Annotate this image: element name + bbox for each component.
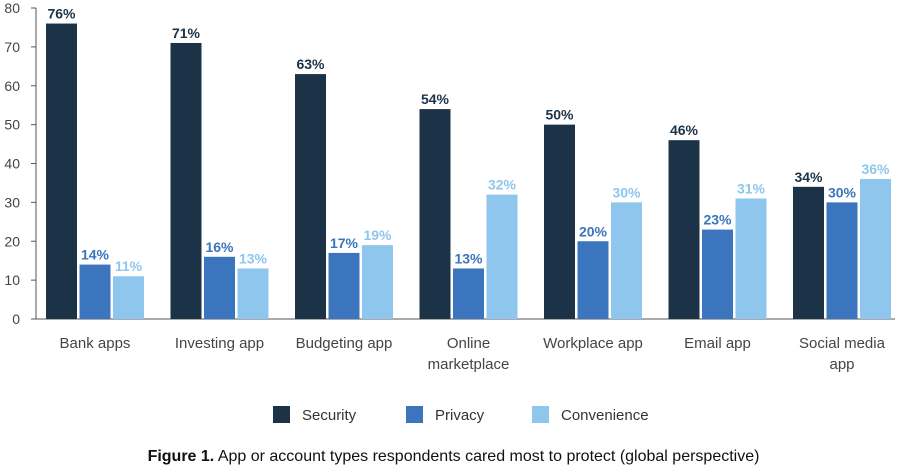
y-tick-label: 10: [4, 272, 20, 288]
bar-security: [170, 42, 202, 320]
y-tick-label: 40: [4, 156, 20, 172]
bar-convenience: [735, 198, 767, 319]
legend-label-security: Security: [302, 407, 357, 424]
legend: Security Privacy Convenience: [273, 406, 649, 424]
data-labels: 76% 71% 63% 54% 50% 46% 34% 14% 16% 17% 13% 20% 23% 3…: [47, 6, 890, 275]
x-tick-label: Investing app: [175, 335, 264, 352]
bars: [46, 23, 891, 320]
data-label-privacy: 20%: [579, 223, 608, 239]
data-label-privacy: 16%: [205, 239, 234, 255]
data-label-privacy: 30%: [828, 184, 857, 200]
data-label-privacy: 17%: [330, 235, 359, 251]
y-tick-label: 20: [4, 233, 20, 249]
legend-label-convenience: Convenience: [561, 407, 649, 424]
bar-privacy: [328, 252, 360, 319]
bar-chart: 0 10 20 30 40 50 60 70 80 76% 71% 63% 54% 50% 46% 34% 1…: [4, 0, 895, 424]
bar-privacy: [577, 241, 609, 319]
legend-label-privacy: Privacy: [435, 407, 485, 424]
legend-swatch-security: [273, 406, 290, 423]
x-tick-label: Bank apps: [60, 335, 131, 352]
y-tick-label: 60: [4, 78, 20, 94]
bar-convenience: [362, 245, 393, 319]
bar-privacy: [453, 268, 484, 319]
x-axis-labels: Bank apps Investing app Budgeting app Onlin…: [60, 335, 886, 373]
data-label-convenience: 31%: [737, 180, 766, 196]
bar-convenience: [611, 202, 642, 319]
data-label-convenience: 36%: [861, 161, 890, 177]
legend-swatch-privacy: [406, 406, 423, 423]
bar-convenience: [237, 268, 269, 319]
x-tick-label: app: [829, 356, 854, 373]
bar-security: [668, 140, 700, 319]
data-label-security: 71%: [172, 25, 201, 41]
x-tick-label: marketplace: [428, 356, 510, 373]
y-tick-label: 0: [12, 311, 20, 327]
bar-privacy: [79, 264, 111, 319]
data-label-convenience: 19%: [363, 227, 392, 243]
bar-security: [295, 74, 326, 320]
x-tick-label: Workplace app: [543, 335, 643, 352]
caption-text: App or account types respondents cared m…: [217, 448, 760, 465]
data-label-privacy: 14%: [81, 247, 110, 263]
data-label-security: 50%: [545, 107, 574, 123]
bar-convenience: [486, 194, 518, 319]
data-label-convenience: 32%: [488, 177, 517, 193]
bar-security: [46, 23, 77, 320]
bar-privacy: [204, 256, 235, 319]
x-tick-label: Budgeting app: [296, 335, 393, 352]
y-tick-label: 50: [4, 117, 20, 133]
figure-caption: Figure 1. App or account types responden…: [0, 448, 907, 466]
data-label-convenience: 13%: [239, 250, 268, 266]
y-tick-label: 30: [4, 194, 20, 210]
data-label-security: 63%: [296, 56, 325, 72]
bar-security: [419, 109, 451, 319]
bar-privacy: [702, 229, 733, 319]
data-label-convenience: 11%: [115, 258, 143, 274]
data-label-security: 54%: [421, 91, 450, 107]
bar-convenience: [113, 276, 144, 319]
x-tick-label: Email app: [684, 335, 751, 352]
data-label-convenience: 30%: [612, 184, 641, 200]
bar-convenience: [860, 179, 891, 319]
bar-security: [544, 124, 575, 319]
data-label-privacy: 13%: [454, 250, 483, 266]
data-label-privacy: 23%: [703, 212, 732, 228]
data-label-security: 34%: [794, 169, 823, 185]
data-label-security: 76%: [47, 6, 76, 22]
x-tick-label: Social media: [799, 335, 886, 352]
data-label-security: 46%: [670, 122, 699, 138]
bar-security: [793, 186, 824, 319]
legend-swatch-convenience: [532, 406, 549, 423]
y-tick-label: 80: [4, 0, 20, 16]
x-tick-label: Online: [447, 335, 490, 352]
figure-label: Figure 1.: [147, 448, 215, 465]
bar-privacy: [826, 202, 858, 319]
y-tick-label: 70: [4, 39, 20, 55]
